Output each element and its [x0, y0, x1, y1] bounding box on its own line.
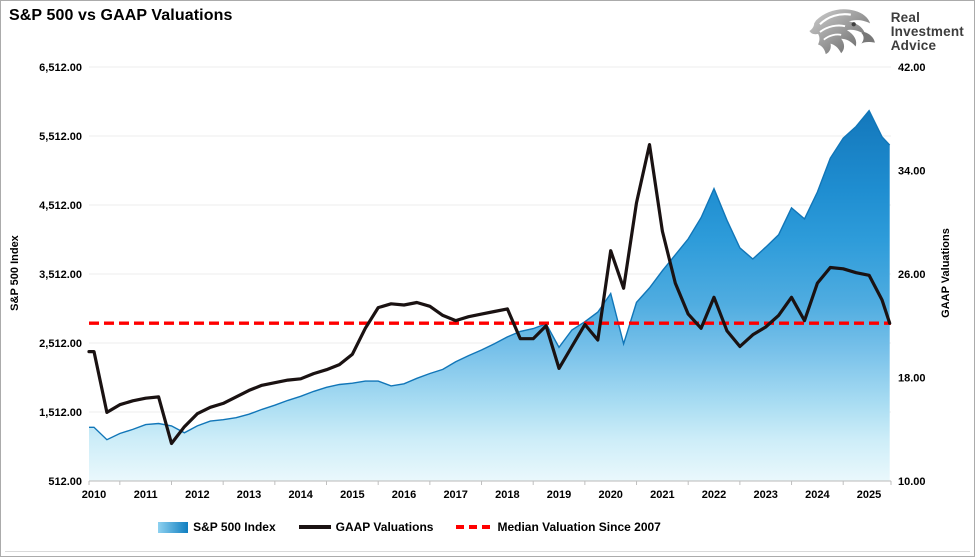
legend-item-gaap: GAAP Valuations [298, 520, 434, 534]
median-dash-swatch-icon [456, 525, 493, 529]
x-axis-tick-label: 2011 [134, 489, 158, 501]
x-axis-tick-label: 2021 [650, 489, 674, 501]
axis-tick-labels: 6,512.00 5,512.00 4,512.00 3,512.00 2,512.00… [39, 62, 925, 501]
legend-label-sp500: S&P 500 Index [193, 520, 276, 534]
gaap-line-series [87, 143, 892, 446]
brand-logo: Real Investment Advice [808, 5, 964, 59]
x-axis-tick-label: 2019 [547, 489, 571, 501]
x-axis-tick-label: 2013 [237, 489, 261, 501]
x-axis-tick-label: 2024 [805, 489, 830, 501]
gaap-line-shape [87, 143, 892, 446]
x-axis-tick-label: 2025 [857, 489, 881, 501]
x-axis-tick-label: 2020 [598, 489, 622, 501]
brand-name: Real Investment Advice [891, 11, 964, 53]
sp500-area-swatch-icon [158, 521, 189, 533]
sp500-area-series [89, 109, 891, 481]
x-axis-tick-label: 2022 [702, 489, 726, 501]
right-axis-tick-label: 26.00 [898, 269, 926, 281]
legend-item-median: Median Valuation Since 2007 [456, 520, 661, 534]
x-axis-tick-label: 2017 [443, 489, 467, 501]
sp500-area-edge [89, 109, 891, 441]
x-axis-tick-label: 2023 [753, 489, 777, 501]
legend: S&P 500 Index GAAP Valuations Median Val… [1, 520, 896, 534]
bottom-divider [5, 551, 970, 552]
right-axis-tick-label: 42.00 [898, 62, 926, 74]
legend-label-gaap: GAAP Valuations [335, 520, 434, 534]
brand-name-line: Investment [890, 24, 964, 39]
left-axis-tick-label: 512.00 [48, 476, 82, 488]
x-axis-tick-label: 2014 [288, 489, 313, 501]
left-axis-tick-label: 3,512.00 [39, 269, 82, 281]
legend-label-median: Median Valuation Since 2007 [497, 520, 661, 534]
left-axis-tick-label: 4,512.00 [39, 200, 82, 212]
right-axis-tick-label: 34.00 [898, 166, 926, 178]
left-axis-tick-label: 6,512.00 [39, 62, 82, 74]
x-axis-tick-label: 2016 [392, 489, 416, 501]
left-axis-tick-label: 5,512.00 [39, 131, 82, 143]
x-axis-tick-label: 2012 [185, 489, 209, 501]
x-axis-tick-label: 2018 [495, 489, 519, 501]
left-axis-tick-label: 1,512.00 [39, 407, 82, 419]
brand-name-line: Advice [890, 38, 937, 53]
eagle-icon [809, 9, 875, 55]
x-axis-tick-label: 2010 [82, 489, 106, 501]
right-axis-tick-label: 10.00 [898, 476, 926, 488]
brand-name-line: Real [890, 10, 921, 25]
left-axis-title: S&P 500 Index [9, 234, 21, 310]
x-axis-line-and-ticks [88, 480, 892, 485]
sp500-area-shape [89, 110, 890, 481]
left-axis-tick-label: 2,512.00 [39, 338, 82, 350]
right-axis-title: GAAP Valuations [940, 228, 952, 318]
right-axis-tick-label: 18.00 [898, 373, 926, 385]
legend-item-sp500: S&P 500 Index [158, 520, 276, 534]
gaap-line-swatch-icon [298, 525, 331, 529]
chart-title: S&P 500 vs GAAP Valuations [9, 7, 233, 24]
x-axis-tick-label: 2015 [340, 489, 364, 501]
